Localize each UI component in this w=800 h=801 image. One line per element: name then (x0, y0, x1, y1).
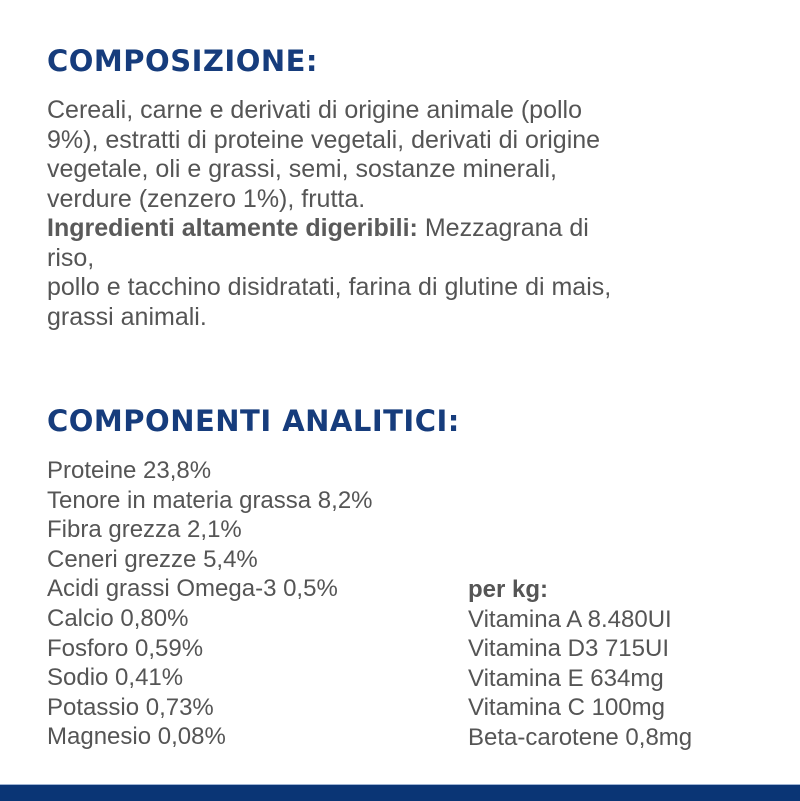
composition-line: grassi animali. (47, 302, 207, 331)
analysis-item: Fibra grezza 2,1% (47, 516, 242, 544)
analysis-item: Calcio 0,80% (47, 604, 189, 632)
analysis-item: Acidi grassi Omega-3 0,5% (47, 575, 338, 603)
composition-heading: COMPOSIZIONE: (47, 44, 319, 78)
analysis-item: Magnesio 0,08% (47, 723, 226, 751)
analysis-item: Fosforo 0,59% (47, 634, 204, 662)
composition-text: Cereali, carne e derivati di origine ani… (47, 96, 767, 332)
analysis-heading: COMPONENTI ANALITICI: (47, 404, 460, 438)
analysis-item: Potassio 0,73% (47, 693, 214, 721)
composition-line: riso, (47, 243, 95, 272)
vitamin-item: Vitamina E 634mg (468, 664, 664, 692)
vitamin-item: Beta-carotene 0,8mg (468, 723, 693, 751)
analysis-item: Tenore in materia grassa 8,2% (47, 486, 373, 514)
composition-line: 9%), estratti di proteine vegetali, deri… (47, 125, 601, 154)
analysis-left-column: Proteine 23,8% Tenore in materia grassa … (47, 456, 373, 752)
footer-bar (0, 784, 800, 801)
composition-line: Cereali, carne e derivati di origine ani… (47, 96, 582, 124)
composition-line: vegetale, oli e grassi, semi, sostanze m… (47, 155, 557, 183)
analysis-right-column: per kg: Vitamina A 8.480UI Vitamina D3 7… (468, 575, 692, 753)
composition-line: verdure (zenzero 1%), frutta. (47, 184, 366, 213)
composition-line: pollo e tacchino disidratati, farina di … (47, 273, 612, 301)
analysis-item: Sodio 0,41% (47, 664, 184, 692)
digestible-ingredients: Ingredienti altamente digeribili: Mezzag… (47, 214, 767, 244)
vitamin-item: Vitamina D3 715UI (468, 635, 669, 663)
analysis-item: Ceneri grezze 5,4% (47, 545, 258, 573)
per-kg-label: per kg: (468, 576, 549, 603)
digestible-text: Mezzagrana di (417, 214, 589, 242)
digestible-label: Ingredienti altamente digeribili: (47, 214, 418, 242)
analysis-item: Proteine 23,8% (47, 457, 212, 484)
vitamin-item: Vitamina A 8.480UI (468, 605, 672, 633)
vitamin-item: Vitamina C 100mg (468, 694, 665, 722)
